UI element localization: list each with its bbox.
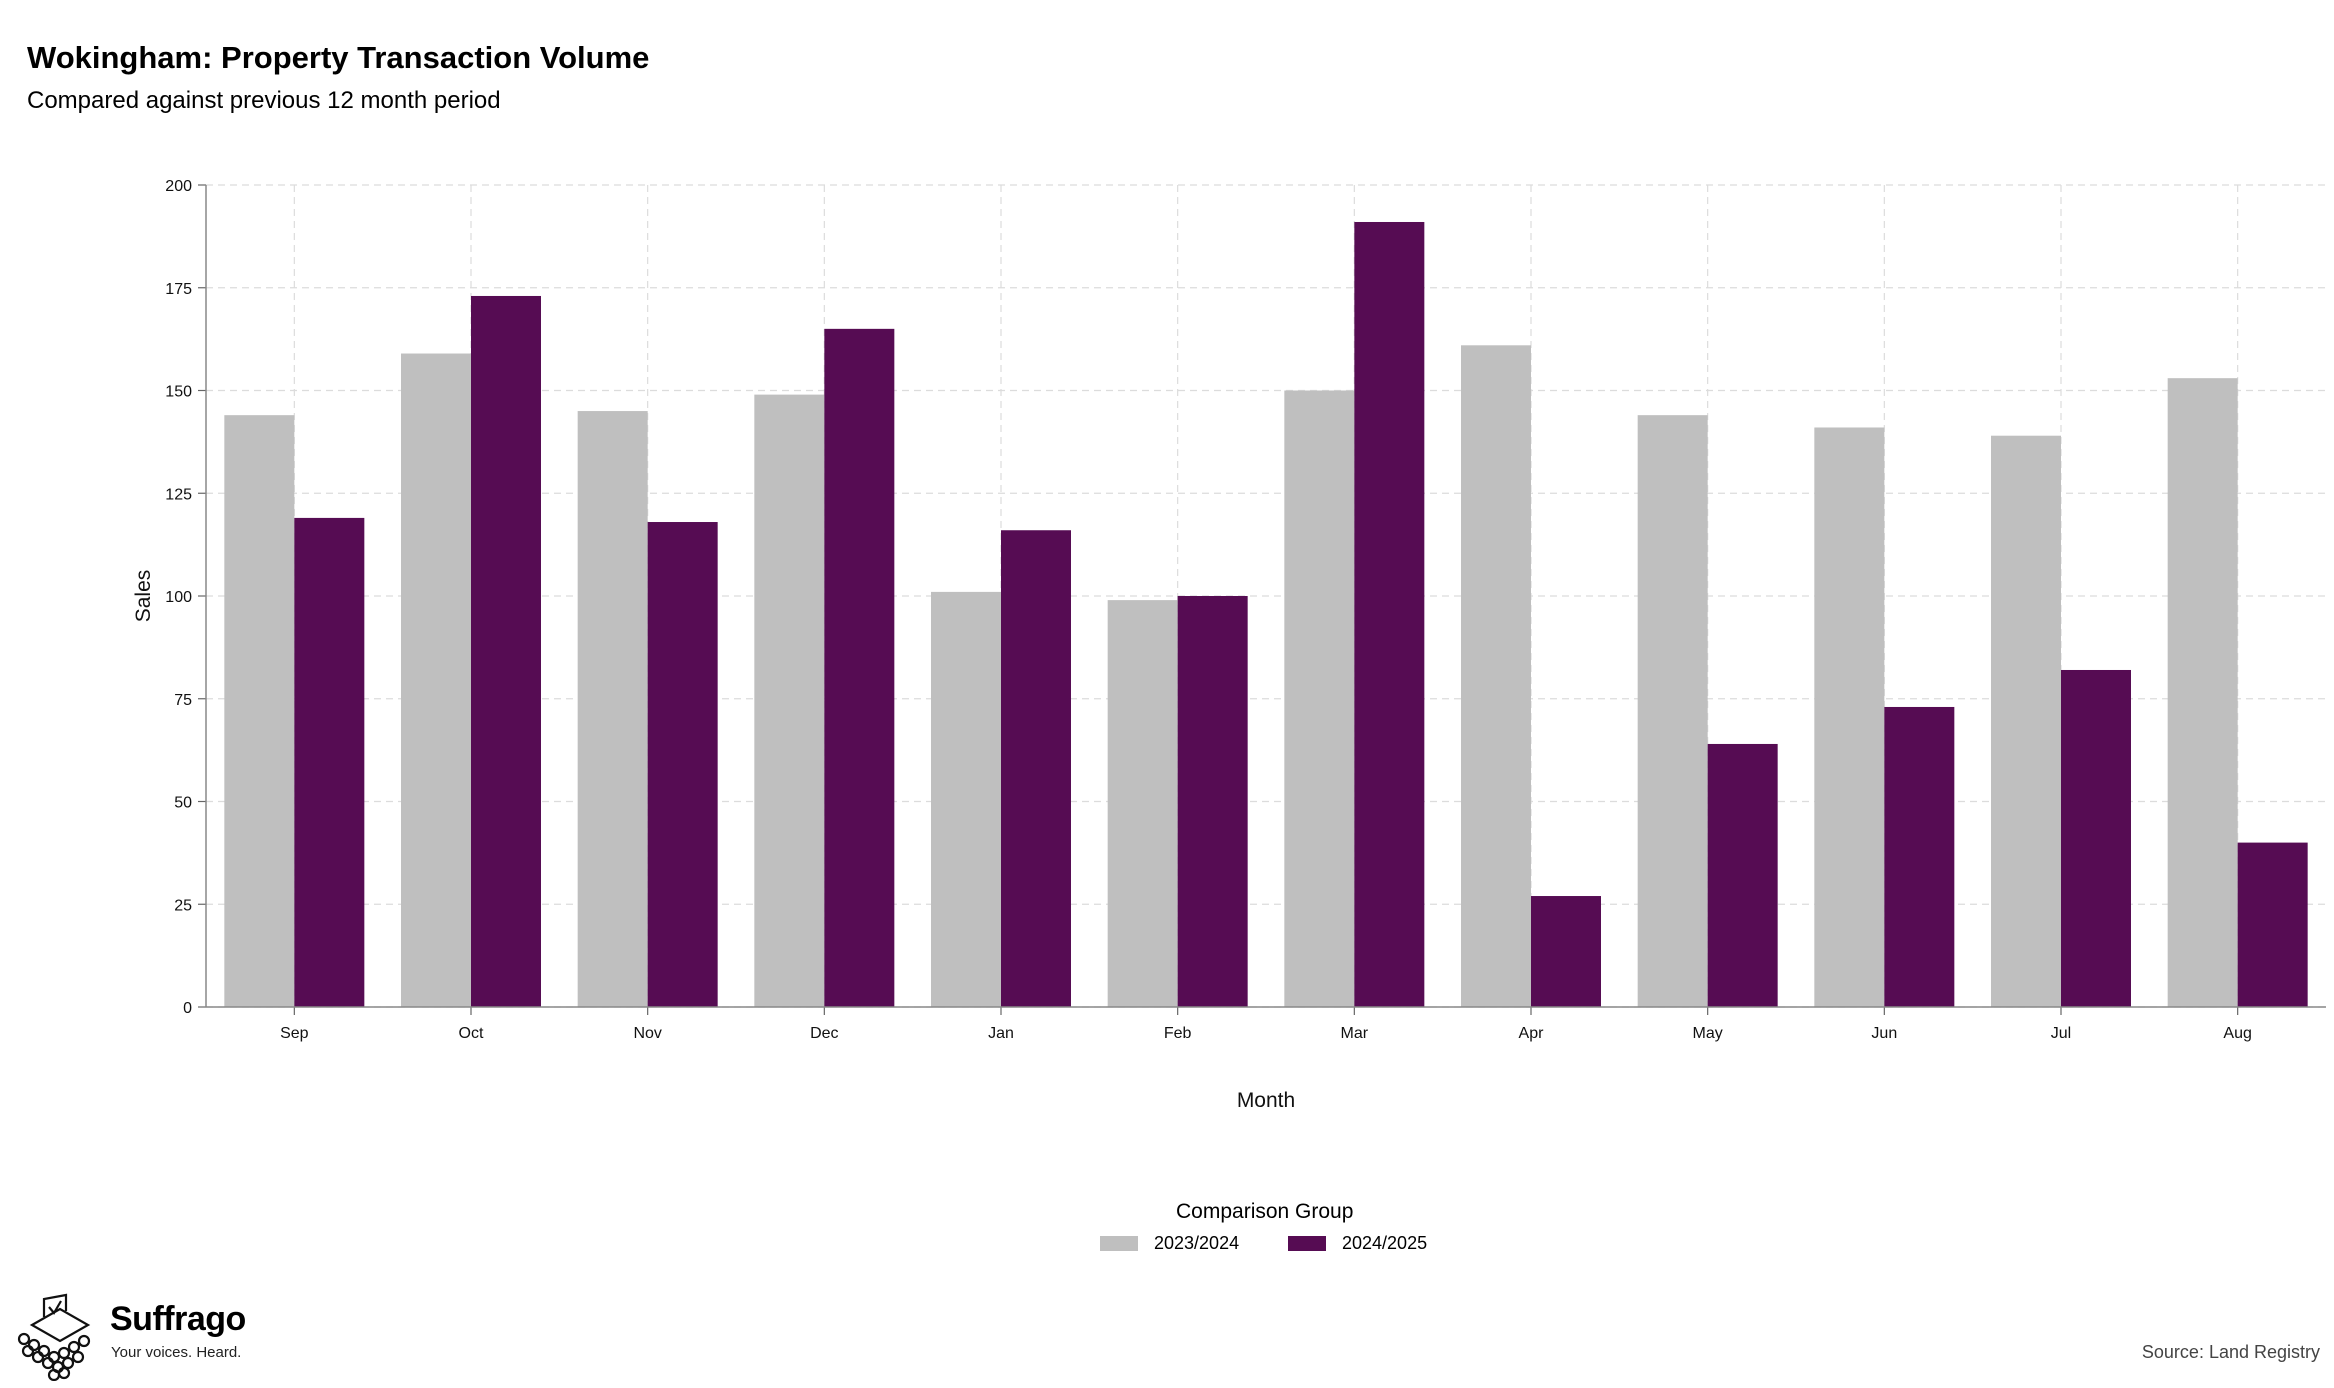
y-tick-label: 50 (174, 795, 192, 812)
x-tick-label: Mar (1341, 1025, 1369, 1042)
legend-label: 2024/2025 (1342, 1233, 1428, 1253)
x-tick-label: Nov (633, 1025, 661, 1042)
brand-name: Suffrago (110, 1300, 246, 1338)
source-note: Source: Land Registry (2141, 1342, 2320, 1362)
bar-2024-2025-apr (1531, 896, 1601, 1007)
bar-2023-2024-may (1637, 415, 1708, 1007)
bar-2024-2025-jun (1884, 706, 1955, 1007)
bar-2023-2024-sep (224, 415, 295, 1007)
bar-2023-2024-jan (931, 591, 1001, 1007)
bar-2023-2024-jun (1814, 427, 1885, 1007)
legend-item-2024-2025: 2024/2025 (1288, 1233, 1427, 1254)
bar-2024-2025-jan (1001, 530, 1071, 1007)
bar-2024-2025-feb (1177, 596, 1248, 1007)
legend-swatch-2023-2024 (1100, 1236, 1138, 1251)
bar-2024-2025-sep (294, 517, 365, 1007)
x-tick-label: Oct (459, 1025, 484, 1042)
bar-2024-2025-nov (647, 522, 718, 1007)
bar-2024-2025-mar (1354, 221, 1425, 1008)
x-tick-label: Jan (988, 1025, 1014, 1042)
y-tick-label: 200 (165, 178, 192, 195)
axes: 0 25 50 75 100 125 150 175 200 Sep Oct Nov Dec Jan Feb… (165, 178, 2326, 1042)
x-tick-label: Jul (2051, 1025, 2071, 1042)
bar-2023-2024-apr (1461, 345, 1531, 1007)
x-tick-label: Feb (1164, 1025, 1192, 1042)
x-tick-label: Dec (810, 1025, 838, 1042)
y-tick-label: 100 (165, 589, 192, 606)
bar-2024-2025-dec (824, 328, 895, 1008)
brand-tagline: Your voices. Heard. (111, 1344, 242, 1361)
x-tick-label: Apr (1519, 1025, 1545, 1042)
legend-swatch-2024-2025 (1288, 1236, 1326, 1251)
chart-title: Wokingham: Property Transaction Volume (27, 40, 650, 75)
y-tick-label: 150 (165, 384, 192, 401)
bar-2024-2025-aug (2237, 842, 2308, 1007)
bar-2024-2025-oct (471, 295, 541, 1008)
bar-2023-2024-jul (1991, 435, 2061, 1008)
x-tick-label: Sep (280, 1025, 309, 1042)
legend-title: Comparison Group (1176, 1200, 1354, 1223)
y-tick-label: 125 (165, 486, 192, 503)
bar-2023-2024-feb (1107, 600, 1178, 1007)
bars (224, 221, 2308, 1008)
y-axis-title: Sales (132, 570, 155, 623)
x-tick-label: May (1693, 1025, 1723, 1042)
legend-item-2023-2024: 2023/2024 (1100, 1233, 1239, 1254)
bar-2024-2025-may (1707, 743, 1778, 1007)
ballot-box-icon (17, 1293, 91, 1381)
bar-chart: 0 25 50 75 100 125 150 175 200 Sep Oct Nov Dec Jan Feb… (132, 178, 2326, 1112)
y-tick-label: 0 (183, 1000, 192, 1017)
y-tick-label: 175 (165, 281, 192, 298)
chart-subtitle: Compared against previous 12 month perio… (27, 87, 501, 114)
bar-2023-2024-dec (754, 394, 825, 1007)
x-tick-label: Aug (2223, 1025, 2251, 1042)
x-axis-title: Month (1237, 1089, 1295, 1112)
bar-2023-2024-aug (2167, 378, 2238, 1007)
bar-2024-2025-jul (2061, 669, 2131, 1007)
bar-2023-2024-nov (577, 411, 648, 1007)
x-tick-label: Jun (1871, 1025, 1897, 1042)
y-tick-label: 25 (174, 897, 192, 914)
bar-2023-2024-oct (401, 353, 471, 1007)
legend-label: 2023/2024 (1154, 1233, 1240, 1253)
y-tick-label: 75 (174, 692, 192, 709)
bar-2023-2024-mar (1284, 390, 1355, 1007)
